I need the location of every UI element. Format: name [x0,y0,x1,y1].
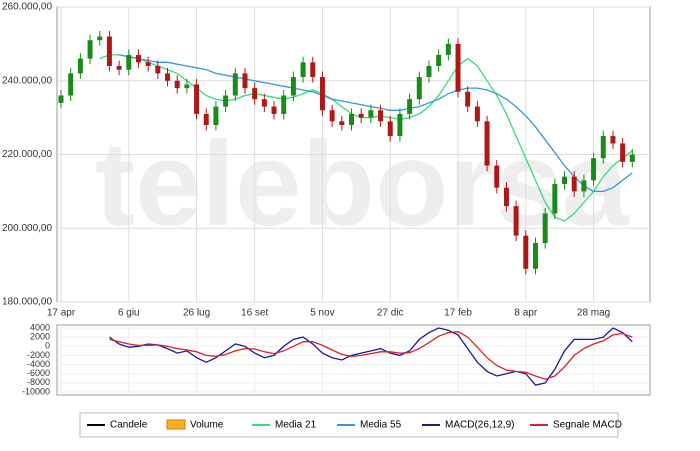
candle-body [165,73,171,81]
watermark: teleborsa [95,117,630,251]
candle-body [378,110,384,122]
candle-body [562,176,568,184]
y-tick-label: 0 [45,341,50,351]
x-tick-label: 28 mag [577,308,610,319]
candle-body [552,184,558,214]
x-tick-label: 17 feb [444,308,472,319]
candle-body [213,106,219,125]
candle-body [223,95,229,107]
candle-body [155,66,161,74]
candle-body [174,80,180,89]
series-line [99,54,633,222]
candle-body [629,154,635,162]
candle-body [503,187,509,207]
candle-body [290,77,296,96]
candle-body [116,66,122,70]
candle-body [310,62,316,78]
candle-body [349,113,354,125]
candle-body [484,121,490,166]
candle-body [58,95,64,103]
y-tick-label: -10000 [22,386,50,396]
y-tick-label: -2000 [27,350,50,360]
candle-body [252,88,258,100]
candle-body [87,40,93,59]
x-tick-label: 17 apr [47,308,76,319]
candle-body [532,243,538,269]
candle-body [319,77,325,111]
x-tick-label: 8 apr [514,308,537,319]
x-tick-label: 26 lug [183,308,210,319]
candle-body [242,73,248,89]
candle-body [126,54,132,70]
candle-body [97,36,103,41]
candle-body [368,110,374,118]
candle-body [339,121,345,125]
y-tick-label: 200.000,00 [2,223,52,234]
candle-body [523,235,529,269]
candle-body [194,84,200,114]
legend: Candele Volume Media 21 Media 55 MACD(26,12,… [87,419,622,431]
candle-body [620,143,626,162]
series-line [118,54,633,193]
candle-body [300,62,306,78]
candle-body [281,95,287,114]
candle-body [416,77,422,100]
y-tick-label: 180.000,00 [2,297,52,308]
y-tick-label: 240.000,00 [2,75,52,86]
y-tick-label: -8000 [27,377,50,387]
x-tick-label: 6 giu [118,308,140,319]
candle-body [591,158,597,181]
candle-body [135,54,141,63]
candle-body [77,58,83,74]
candle-body [494,165,500,188]
macd-frame [56,324,651,396]
x-tick-label: 5 nov [310,308,334,319]
candle-body [407,99,413,114]
candle-body [513,206,519,236]
legend-label: MACD(26,12,9) [445,420,514,431]
candle-body [145,62,151,66]
candle-body [600,136,606,159]
candle-body [455,43,461,92]
legend-label: Media 55 [360,420,402,431]
candle-body [271,106,277,114]
y-tick-label: -4000 [27,359,50,369]
candle-body [329,110,335,122]
candle-body [68,73,74,96]
candle-body [474,106,480,122]
legend-label: Volume [190,420,224,431]
candle-body [465,91,471,107]
candle-body [203,113,209,125]
y-tick-label: 2000 [30,332,50,342]
legend-label: Candele [110,420,148,431]
candle-body [610,136,616,144]
candle-body [581,180,587,192]
series-line [109,331,633,380]
candle-body [106,36,112,66]
series-line [109,327,633,386]
candle-body [232,73,238,96]
legend-label: Segnale MACD [553,420,622,431]
legend-swatch [166,419,186,430]
candle-body [571,176,577,192]
candle-body [445,43,451,55]
candle-body [436,54,442,66]
y-tick-label: 220.000,00 [2,149,52,160]
candle-body [397,113,403,137]
x-tick-label: 16 set [241,308,268,319]
y-tick-label: 4000 [30,322,50,332]
y-tick-label: 260.000,00 [2,2,52,13]
candle-body [184,84,190,89]
legend-label: Media 21 [275,420,317,431]
x-tick-label: 27 dic [377,308,404,319]
candle-body [387,121,393,137]
candle-body [261,99,267,107]
y-tick-label: -6000 [27,368,50,378]
candle-body [358,113,364,118]
candle-body [542,213,548,243]
candle-body [426,66,432,78]
